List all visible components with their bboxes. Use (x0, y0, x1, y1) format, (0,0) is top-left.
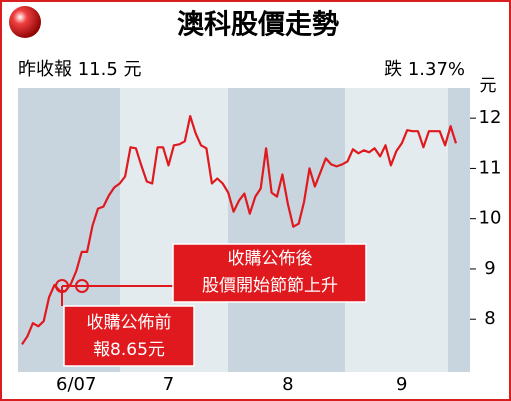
callout-text: 收購公佈前 (87, 313, 172, 333)
y-unit: 元 (480, 76, 497, 96)
y-tick-label: 9 (484, 258, 495, 279)
chart-title: 澳科股價走勢 (177, 10, 339, 41)
previous-close: 昨收報 11.5 元 (18, 59, 142, 80)
callout-text: 收購公佈後 (228, 249, 313, 269)
callout-box (63, 305, 195, 367)
y-tick-label: 11 (479, 157, 502, 178)
x-tick-label: 9 (396, 374, 407, 395)
callout-box (172, 243, 367, 303)
plot: 8 9 10 11 12 6/07 7 8 9 (21, 107, 502, 395)
change: 跌 1.37% (384, 59, 465, 80)
callout-marker (55, 279, 69, 293)
y-tick-label: 8 (484, 308, 495, 329)
callout-text: 報8.65元 (93, 340, 165, 360)
price-line (21, 115, 458, 346)
y-tick-label: 12 (479, 107, 502, 128)
callout-marker (75, 279, 89, 293)
callout-text: 股價開始節節上升 (202, 276, 338, 296)
x-tick-label: 7 (163, 374, 174, 395)
x-tick-label: 8 (282, 374, 293, 395)
band (228, 88, 345, 372)
x-tick-label: 6/07 (56, 374, 96, 395)
logo-ball (9, 6, 41, 38)
band (448, 88, 470, 372)
y-tick-label: 10 (479, 208, 502, 229)
band (345, 88, 448, 372)
callouts: 收購公佈前 報8.65元 收購公佈後 股價開始節節上升 (55, 243, 367, 367)
